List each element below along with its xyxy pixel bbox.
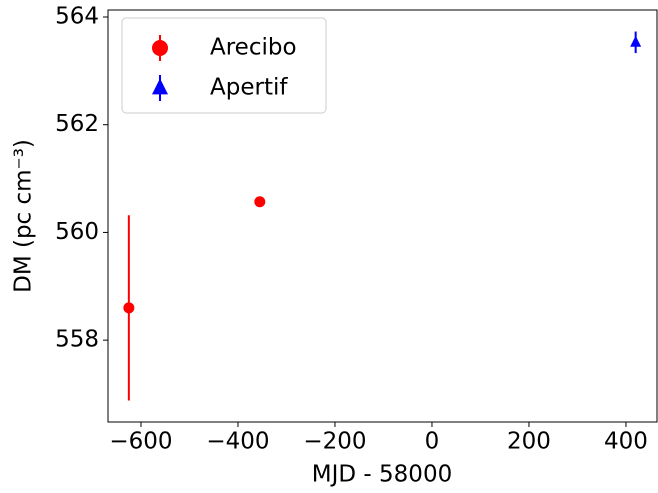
marker [123, 302, 135, 314]
marker [152, 40, 168, 56]
y-axis-label: DM (pc cm⁻³) [11, 139, 37, 293]
x-tick-label: 0 [425, 429, 440, 455]
y-tick-label: 558 [55, 327, 99, 353]
marker [254, 196, 266, 208]
x-axis-label: MJD - 58000 [312, 462, 452, 488]
legend-box [121, 17, 327, 114]
legend-label: Arecibo [210, 35, 297, 61]
marker [152, 78, 168, 95]
x-tick-label: 200 [507, 429, 551, 455]
y-tick-label: 560 [55, 219, 99, 245]
x-tick-label: −200 [303, 429, 366, 455]
marker [630, 35, 642, 47]
legend-label: Apertif [210, 75, 288, 101]
x-tick-label: −600 [109, 429, 172, 455]
y-tick-label: 564 [55, 4, 99, 30]
plot-frame [107, 9, 658, 423]
x-tick-label: 400 [604, 429, 648, 455]
x-tick-label: −400 [206, 429, 269, 455]
y-tick-label: 562 [55, 111, 99, 137]
